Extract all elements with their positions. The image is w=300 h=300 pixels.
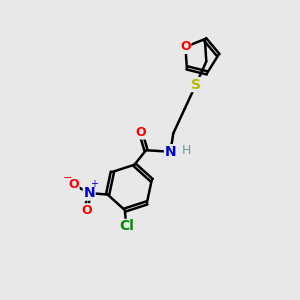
Text: S: S [191, 77, 201, 92]
Text: O: O [135, 126, 146, 139]
Text: N: N [165, 145, 176, 159]
Text: O: O [68, 178, 79, 191]
Text: O: O [81, 204, 92, 217]
Text: N: N [83, 186, 95, 200]
Text: O: O [180, 40, 191, 53]
Text: Cl: Cl [119, 219, 134, 233]
Text: H: H [182, 144, 191, 157]
Text: −: − [62, 173, 72, 183]
Text: +: + [91, 179, 98, 189]
